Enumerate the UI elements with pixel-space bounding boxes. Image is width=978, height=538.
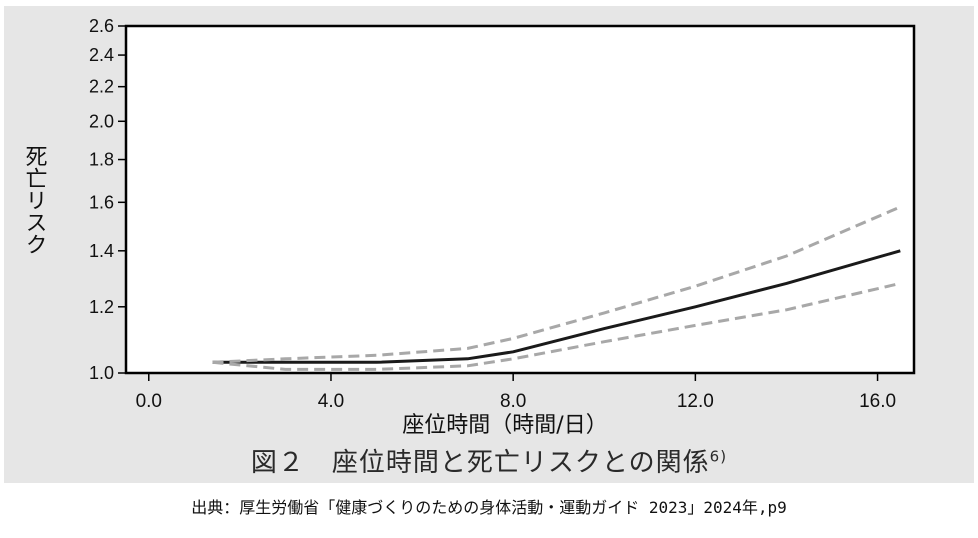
x-tick-label: 4.0: [318, 391, 344, 412]
y-tick-label: 1.0: [89, 363, 114, 383]
plot-area: [124, 24, 916, 375]
confidence-band-line: [212, 205, 901, 364]
y-tick-label: 1.4: [89, 241, 114, 261]
y-tick-label: 1.2: [89, 297, 114, 317]
figure-caption: 図２ 座位時間と死亡リスクとの関係6): [0, 442, 978, 479]
x-tick-label: 0.0: [136, 391, 162, 412]
chart: 1.0 1.2 1.4 1.6 1.8 2.0 2.2 2.4 2.6 0.0 4.0 8.0 12.…: [22, 16, 916, 438]
y-tick-label: 1.6: [89, 192, 114, 212]
y-axis-title: 死亡リスク: [22, 145, 48, 255]
source-note: 出典：厚生労働省「健康づくりのための身体活動・運動ガイド 2023」2024年,…: [191, 498, 787, 517]
x-axis: 0.0 4.0 8.0 12.0 16.0: [136, 373, 896, 412]
caption-reference: 6): [709, 447, 728, 466]
x-tick-label: 16.0: [859, 391, 896, 412]
y-tick-label: 2.6: [89, 16, 114, 36]
series-layer: [212, 205, 901, 371]
x-tick-label: 12.0: [677, 391, 714, 412]
y-tick-label: 2.4: [89, 45, 114, 65]
y-axis: 1.0 1.2 1.4 1.6 1.8 2.0 2.2 2.4 2.6: [89, 16, 126, 383]
confidence-band-line: [212, 281, 901, 371]
risk-estimate-line: [212, 249, 901, 364]
y-tick-label: 2.0: [89, 111, 114, 131]
y-tick-label: 2.2: [89, 77, 114, 97]
x-tick-label: 8.0: [500, 391, 526, 412]
caption-text: 図２ 座位時間と死亡リスクとの関係: [250, 448, 710, 478]
x-axis-title: 座位時間（時間/日）: [402, 413, 607, 438]
y-tick-label: 1.8: [89, 150, 114, 170]
